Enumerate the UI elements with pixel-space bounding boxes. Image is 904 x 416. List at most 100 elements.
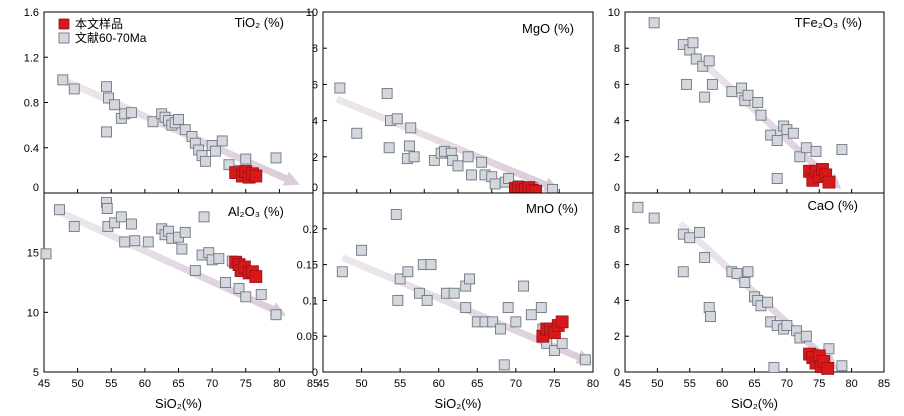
literature-point: [706, 78, 718, 90]
literature-point: [103, 92, 115, 104]
literature-point: [240, 291, 252, 303]
literature-point: [494, 323, 506, 335]
y-tick-label: 10: [27, 307, 39, 319]
x-tick-label: 50: [72, 378, 84, 390]
literature-point: [726, 86, 738, 98]
literature-point: [421, 294, 433, 306]
literature-point: [391, 113, 403, 125]
literature-point: [466, 169, 477, 181]
literature-point: [548, 345, 560, 356]
literature-point: [179, 226, 191, 238]
literature-point: [781, 320, 793, 331]
literature-point: [476, 156, 488, 168]
x-tick-label: 80: [846, 378, 858, 390]
literature-point: [699, 251, 711, 263]
this-study-point: [555, 315, 569, 329]
trend-arrow: [335, 95, 560, 192]
y-tick-label: 0.4: [24, 143, 39, 155]
literature-point: [810, 145, 822, 157]
y-tick-label: 0.05: [297, 331, 318, 343]
literature-point: [413, 287, 425, 299]
literature-point: [489, 178, 501, 190]
literature-point: [823, 343, 835, 355]
x-tick-label: 80: [273, 378, 285, 390]
literature-point: [752, 97, 764, 108]
literature-point: [402, 266, 414, 278]
y-tick-label: 0: [312, 367, 318, 379]
legend-literature-swatch: [58, 32, 70, 44]
legend-literature-label: 文献60-70Ma: [75, 30, 147, 45]
literature-point: [255, 288, 267, 300]
this-study-point: [249, 270, 263, 283]
panel-3: 0 2 4 6 8 10 TFe₂O₃ (%): [608, 7, 885, 194]
literature-point: [736, 82, 747, 94]
panel-6: 0 2 4 6 8 45 50 55 60 65 70 75 80 85 CaO (%) SiO₂(%): [614, 192, 890, 411]
literature-point: [198, 211, 210, 223]
literature-point: [101, 81, 112, 93]
y-tick-label: 8: [614, 43, 620, 55]
literature-point: [694, 226, 705, 238]
y-tick-label: 6: [312, 79, 318, 91]
x-tick-label: 75: [548, 378, 560, 390]
this-study-point: [822, 175, 836, 189]
literature-point: [334, 82, 346, 94]
literature-point: [356, 244, 368, 256]
x-tick-label: 60: [139, 378, 151, 390]
legend-this-study-label: 本文样品: [75, 16, 123, 31]
panel-1: 0 0.4 0.8 1.2 1.6 TiO₂ (%): [24, 7, 314, 194]
y-tick-label: 15: [27, 248, 39, 260]
literature-point: [40, 248, 52, 260]
literature-point: [381, 87, 393, 99]
x-tick-label: 70: [206, 378, 218, 390]
literature-point: [119, 236, 131, 248]
literature-point: [681, 78, 692, 90]
literature-point: [68, 83, 80, 95]
literature-point: [125, 107, 137, 119]
literature-point: [648, 17, 660, 29]
literature-point: [129, 235, 141, 247]
literature-point: [115, 211, 127, 223]
literature-point: [173, 114, 184, 125]
literature-point: [101, 126, 112, 138]
literature-point: [351, 127, 363, 139]
y-tick-label: 1.6: [24, 7, 39, 19]
this-study-point: [249, 169, 263, 183]
y-tick-label: 6: [614, 260, 620, 272]
panel-5: 0 0.05 0.1 0.15 0.2 45 50 55 60 65 70 75 80 MnO (%) Si…: [297, 192, 599, 411]
x-tick-label: 85: [307, 378, 319, 390]
y-tick-label: 0.15: [297, 260, 318, 272]
panel-title: Al₂O₃ (%): [228, 204, 284, 219]
y-tick-label: 0: [33, 182, 39, 194]
literature-point: [233, 283, 245, 294]
panel-title: TFe₂O₃ (%): [795, 15, 862, 30]
literature-point: [176, 243, 188, 255]
literature-point: [703, 55, 715, 67]
literature-point: [448, 287, 460, 299]
literature-point: [632, 201, 644, 213]
y-tick-label: 2: [614, 152, 620, 164]
literature-point: [731, 268, 743, 279]
literature-point: [498, 359, 510, 371]
panel-frame: [43, 11, 314, 194]
x-tick-label: 85: [878, 378, 890, 390]
x-tick-label: 50: [651, 378, 663, 390]
y-tick-label: 8: [614, 224, 620, 236]
panel-frame: [624, 192, 885, 373]
literature-point: [147, 116, 159, 128]
literature-point: [487, 316, 499, 328]
literature-point: [684, 232, 696, 244]
literature-point: [648, 212, 660, 224]
literature-point: [408, 151, 420, 163]
panel-title: MnO (%): [526, 201, 578, 216]
literature-point: [503, 173, 515, 184]
literature-point: [390, 209, 402, 220]
literature-point: [518, 280, 530, 292]
x-tick-label: 60: [433, 378, 445, 390]
y-tick-label: 0: [312, 182, 318, 194]
literature-point: [428, 154, 440, 166]
y-tick-label: 2: [614, 331, 620, 343]
literature-point: [57, 74, 69, 86]
literature-point: [405, 122, 417, 134]
